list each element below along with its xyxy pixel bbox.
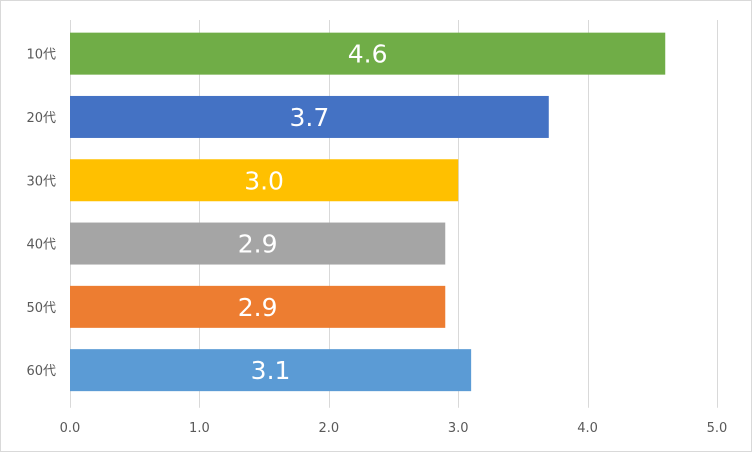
x-tick-label: 1.0 [189,421,210,436]
x-tick-label: 2.0 [318,421,339,436]
category-label: 10代 [26,48,56,63]
bar-value-label: 3.7 [290,103,330,132]
x-axis-tick-labels: 0.0 1.0 2.0 3.0 4.0 5.0 [60,421,728,436]
x-tick-label: 4.0 [577,421,598,436]
bar [70,222,446,265]
bar-value-label: 2.9 [238,293,278,322]
category-label: 60代 [26,364,56,379]
bar [70,285,446,328]
category-labels: 10代 20代 30代 40代 50代 60代 [26,48,56,379]
category-label: 40代 [26,238,56,253]
x-tick-label: 3.0 [448,421,469,436]
bar-value-label: 3.0 [244,166,284,195]
category-label: 30代 [26,174,56,189]
category-label: 20代 [26,111,56,126]
bar [70,32,666,75]
category-label: 50代 [26,301,56,316]
bar-value-label: 3.1 [251,356,291,385]
bar [70,349,472,392]
x-tick-label: 0.0 [60,421,81,436]
bar-value-label: 2.9 [238,230,278,259]
bars: 4.6 3.7 3.0 2.9 2.9 3.1 [70,32,666,392]
bar [70,95,549,138]
bar-value-label: 4.6 [348,40,388,69]
gridlines [70,20,718,408]
bar [70,159,459,202]
x-tick-label: 5.0 [707,421,728,436]
